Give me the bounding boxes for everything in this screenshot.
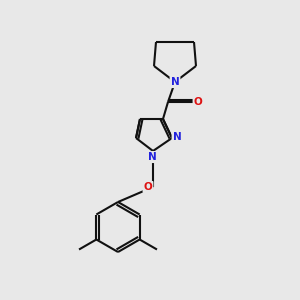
- Text: O: O: [144, 182, 152, 192]
- Text: N: N: [171, 77, 179, 87]
- Text: O: O: [194, 97, 202, 107]
- Text: N: N: [172, 132, 182, 142]
- Text: N: N: [148, 152, 156, 162]
